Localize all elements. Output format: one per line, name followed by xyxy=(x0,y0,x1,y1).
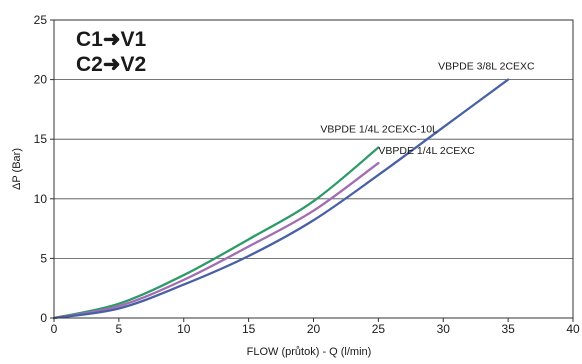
y-tick-label: 0 xyxy=(40,311,47,325)
x-tick-label: 0 xyxy=(51,322,58,336)
x-tick-label: 35 xyxy=(501,322,515,336)
y-tick-label: 10 xyxy=(34,192,48,206)
series-line xyxy=(52,78,510,320)
label-layer: VBPDE 1/4L 2CEXC-10L VBPDE 1/4L 2CEXC VBPD… xyxy=(320,61,535,157)
y-tick-label: 15 xyxy=(34,132,48,146)
x-tick-label: 25 xyxy=(372,322,386,336)
x-tick-label: 10 xyxy=(177,322,191,336)
grid-layer xyxy=(54,19,573,259)
flow-annotation-2: C2➜V2 xyxy=(76,53,146,76)
axis-layer: 0 5 10 15 20 25 0 5 10 15 20 25 30 35 40 xyxy=(34,13,580,336)
y-axis-title: ΔP (Bar) xyxy=(11,148,23,190)
x-tick-label: 20 xyxy=(307,322,321,336)
flow-annotation-1: C1➜V1 xyxy=(76,28,146,51)
series-label: VBPDE 1/4L 2CEXC xyxy=(378,145,475,157)
series-label: VBPDE 3/8L 2CEXC xyxy=(438,61,535,73)
x-tick-label: 15 xyxy=(242,322,256,336)
series-layer xyxy=(52,78,510,320)
plot-frame xyxy=(53,19,574,319)
series-line xyxy=(52,146,380,320)
x-tick-label: 30 xyxy=(437,322,451,336)
x-tick-label: 40 xyxy=(566,322,580,336)
series-line xyxy=(52,161,380,320)
x-axis-title: FLOW (průtok) - Q (l/min) xyxy=(247,346,372,358)
y-tick-label: 20 xyxy=(34,73,48,87)
y-tick-label: 25 xyxy=(34,13,48,27)
x-tick-label: 5 xyxy=(116,322,123,336)
y-tick-label: 5 xyxy=(40,251,47,265)
series-label: VBPDE 1/4L 2CEXC-10L xyxy=(320,124,438,136)
